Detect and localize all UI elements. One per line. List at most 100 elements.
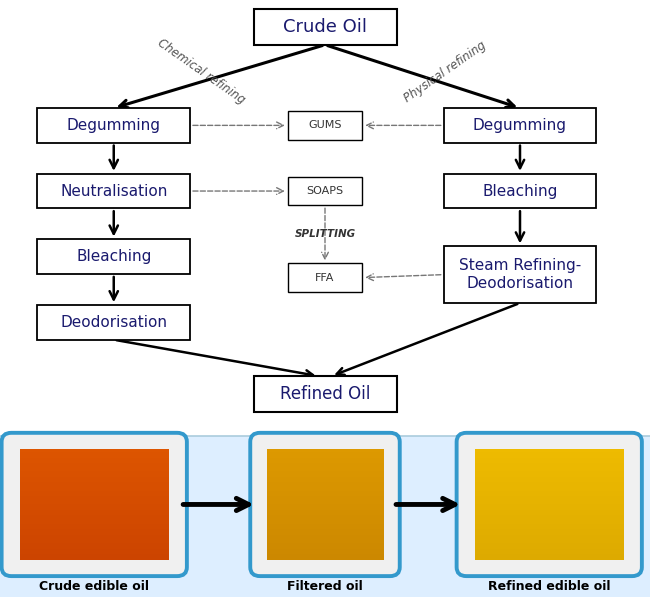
Bar — [474, 524, 624, 527]
Bar — [474, 488, 624, 491]
Text: Crude Oil: Crude Oil — [283, 18, 367, 36]
Bar — [20, 496, 169, 499]
Bar — [474, 469, 624, 472]
Bar — [474, 546, 624, 549]
FancyBboxPatch shape — [1, 433, 187, 576]
Bar — [474, 474, 624, 477]
Text: Refined Oil: Refined Oil — [280, 385, 370, 403]
FancyBboxPatch shape — [38, 108, 190, 143]
Bar — [266, 466, 384, 469]
Bar — [474, 552, 624, 554]
Bar — [20, 479, 169, 482]
Bar — [266, 499, 384, 501]
Bar — [474, 491, 624, 494]
FancyBboxPatch shape — [287, 263, 363, 292]
FancyBboxPatch shape — [38, 174, 190, 208]
FancyBboxPatch shape — [38, 239, 190, 274]
Text: Bleaching: Bleaching — [482, 183, 558, 199]
Bar — [20, 510, 169, 513]
Bar — [474, 479, 624, 482]
Bar — [266, 552, 384, 554]
Bar — [474, 540, 624, 543]
Bar — [474, 513, 624, 515]
FancyBboxPatch shape — [456, 433, 642, 576]
Bar — [474, 535, 624, 537]
Bar — [474, 510, 624, 513]
FancyBboxPatch shape — [287, 111, 363, 140]
Bar — [20, 472, 169, 474]
Bar — [266, 521, 384, 524]
Bar — [20, 488, 169, 491]
Bar — [474, 515, 624, 518]
Bar — [20, 457, 169, 460]
Bar — [474, 530, 624, 532]
Bar — [474, 463, 624, 466]
Bar — [474, 549, 624, 552]
Bar — [266, 557, 384, 559]
Bar — [474, 482, 624, 485]
Bar — [266, 477, 384, 479]
Text: Crude edible oil: Crude edible oil — [39, 580, 150, 593]
Bar — [266, 457, 384, 460]
Bar — [474, 518, 624, 521]
Text: Filtered oil: Filtered oil — [287, 580, 363, 593]
FancyBboxPatch shape — [254, 376, 396, 412]
Bar — [474, 496, 624, 499]
Bar — [266, 474, 384, 477]
Text: Chemical refining: Chemical refining — [155, 36, 248, 107]
Bar — [20, 540, 169, 543]
Bar — [474, 485, 624, 488]
Bar — [266, 501, 384, 504]
Bar — [474, 532, 624, 535]
Bar — [20, 518, 169, 521]
Bar — [20, 521, 169, 524]
Bar — [266, 530, 384, 532]
Bar — [266, 485, 384, 488]
Bar — [20, 455, 169, 457]
Bar — [474, 499, 624, 501]
Bar — [266, 488, 384, 491]
Bar — [266, 496, 384, 499]
Bar — [266, 482, 384, 485]
Bar — [266, 450, 384, 452]
Bar — [20, 546, 169, 549]
Bar — [266, 518, 384, 521]
Text: Degumming: Degumming — [473, 118, 567, 133]
Bar — [20, 477, 169, 479]
Text: FFA: FFA — [315, 273, 335, 282]
Bar — [266, 472, 384, 474]
Text: Neutralisation: Neutralisation — [60, 183, 168, 199]
Bar — [20, 460, 169, 463]
Bar — [20, 557, 169, 559]
Bar — [474, 466, 624, 469]
Bar — [266, 491, 384, 494]
Bar — [266, 515, 384, 518]
Bar — [20, 466, 169, 469]
Bar — [20, 515, 169, 518]
Bar — [20, 513, 169, 515]
Bar — [0, 436, 650, 597]
Bar — [474, 494, 624, 496]
Bar — [266, 479, 384, 482]
Bar — [266, 507, 384, 510]
Text: Physical refining: Physical refining — [402, 38, 489, 105]
Bar — [20, 530, 169, 532]
Bar — [20, 504, 169, 507]
Bar — [20, 552, 169, 554]
Text: GUMS: GUMS — [308, 121, 342, 130]
Bar — [20, 537, 169, 540]
Bar — [20, 499, 169, 501]
Bar — [20, 527, 169, 530]
Bar — [266, 460, 384, 463]
Bar — [266, 494, 384, 496]
Bar — [266, 537, 384, 540]
Bar — [474, 543, 624, 546]
Text: Deodorisation: Deodorisation — [60, 315, 167, 330]
Bar — [266, 549, 384, 552]
Bar — [266, 527, 384, 530]
Bar — [474, 450, 624, 452]
FancyBboxPatch shape — [444, 246, 597, 303]
Text: Steam Refining-
Deodorisation: Steam Refining- Deodorisation — [459, 259, 581, 291]
Bar — [20, 469, 169, 472]
FancyBboxPatch shape — [250, 433, 400, 576]
